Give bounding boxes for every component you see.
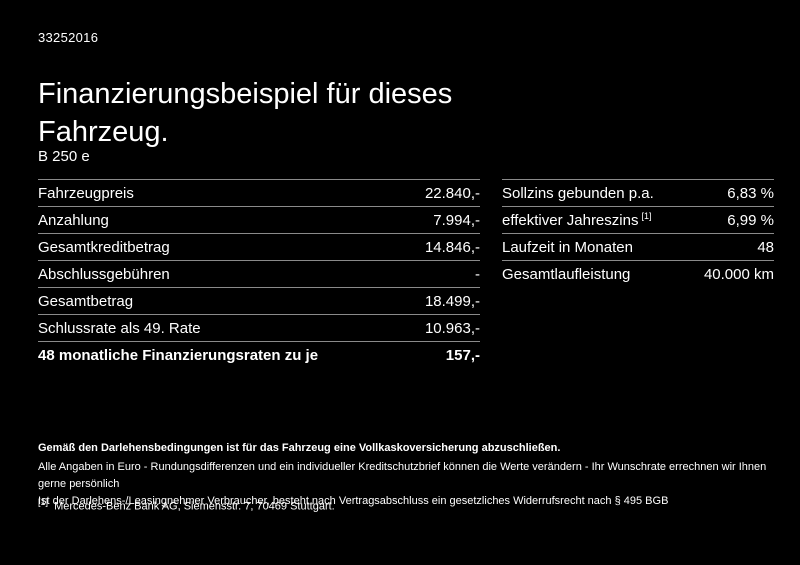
table-row-monthly-rate: 48 monatliche Finanzierungsraten zu je 1…	[38, 341, 480, 368]
vehicle-id: 33252016	[38, 30, 99, 45]
table-row: Gesamtbetrag 18.499,-	[38, 287, 480, 314]
row-label: 48 monatliche Finanzierungsraten zu je	[38, 346, 319, 364]
row-label: Laufzeit in Monaten	[502, 238, 633, 256]
row-label: Anzahlung	[38, 211, 109, 229]
row-value: 18.499,-	[424, 292, 480, 310]
footnote-marker: [1]	[38, 497, 49, 507]
table-row: Anzahlung 7.994,-	[38, 206, 480, 233]
table-row: Laufzeit in Monaten 48	[502, 233, 774, 260]
table-row: Gesamtkreditbetrag 14.846,-	[38, 233, 480, 260]
row-label: Gesamtlaufleistung	[502, 265, 631, 283]
table-row: Fahrzeugpreis 22.840,-	[38, 179, 480, 206]
row-value: 14.846,-	[424, 238, 480, 256]
page-title: Finanzierungsbeispiel für dieses Fahrzeu…	[38, 75, 452, 151]
row-label: Fahrzeugpreis	[38, 184, 134, 202]
row-value: 22.840,-	[424, 184, 480, 202]
row-label: effektiver Jahreszins [1]	[502, 211, 651, 229]
disclaimer-line-2: Alle Angaben in Euro - Rundungsdifferenz…	[38, 461, 767, 490]
row-value: 40.000 km	[703, 265, 774, 283]
page-title-line1: Finanzierungsbeispiel für dieses	[38, 78, 453, 111]
table-row: Gesamtlaufleistung 40.000 km	[502, 260, 774, 287]
row-label: Abschlussgebühren	[38, 265, 170, 283]
table-row: effektiver Jahreszins [1] 6,99 %	[502, 206, 774, 233]
vehicle-model: B 250 e	[38, 148, 90, 165]
row-value: 6,83 %	[727, 184, 774, 202]
legal-disclaimer: Gemäß den Darlehensbedingungen ist für d…	[38, 440, 770, 510]
row-value: 10.963,-	[424, 319, 480, 337]
row-label: Gesamtkreditbetrag	[38, 238, 170, 256]
financing-details-table: Fahrzeugpreis 22.840,- Anzahlung 7.994,-…	[38, 179, 480, 368]
table-row: Abschlussgebühren -	[38, 260, 480, 287]
bank-footnote: [1] Mercedes-Benz Bank AG, Siemensstr. 7…	[38, 497, 335, 513]
row-value: 7.994,-	[433, 211, 480, 229]
footnote-text: Mercedes-Benz Bank AG, Siemensstr. 7, 70…	[54, 500, 335, 513]
row-value: 6,99 %	[727, 211, 774, 229]
financing-tables: Fahrzeugpreis 22.840,- Anzahlung 7.994,-…	[38, 179, 774, 368]
disclaimer-line-3: Ist der Darlehens-/Leasingnehmer Verbrau…	[38, 495, 669, 507]
row-value: -	[475, 265, 480, 283]
row-label: Sollzins gebunden p.a.	[502, 184, 654, 202]
row-value: 48	[757, 238, 774, 256]
footnote-marker: [1]	[641, 211, 652, 221]
page-title-line2: Fahrzeug.	[38, 116, 169, 149]
disclaimer-bold-line: Gemäß den Darlehensbedingungen ist für d…	[38, 442, 561, 454]
row-label-text: effektiver Jahreszins	[502, 212, 639, 229]
interest-conditions-table: Sollzins gebunden p.a. 6,83 % effektiver…	[502, 179, 774, 287]
table-row: Sollzins gebunden p.a. 6,83 %	[502, 179, 774, 206]
row-label: Gesamtbetrag	[38, 292, 134, 310]
table-row: Schlussrate als 49. Rate 10.963,-	[38, 314, 480, 341]
row-value: 157,-	[445, 346, 480, 364]
row-label: Schlussrate als 49. Rate	[38, 319, 201, 337]
